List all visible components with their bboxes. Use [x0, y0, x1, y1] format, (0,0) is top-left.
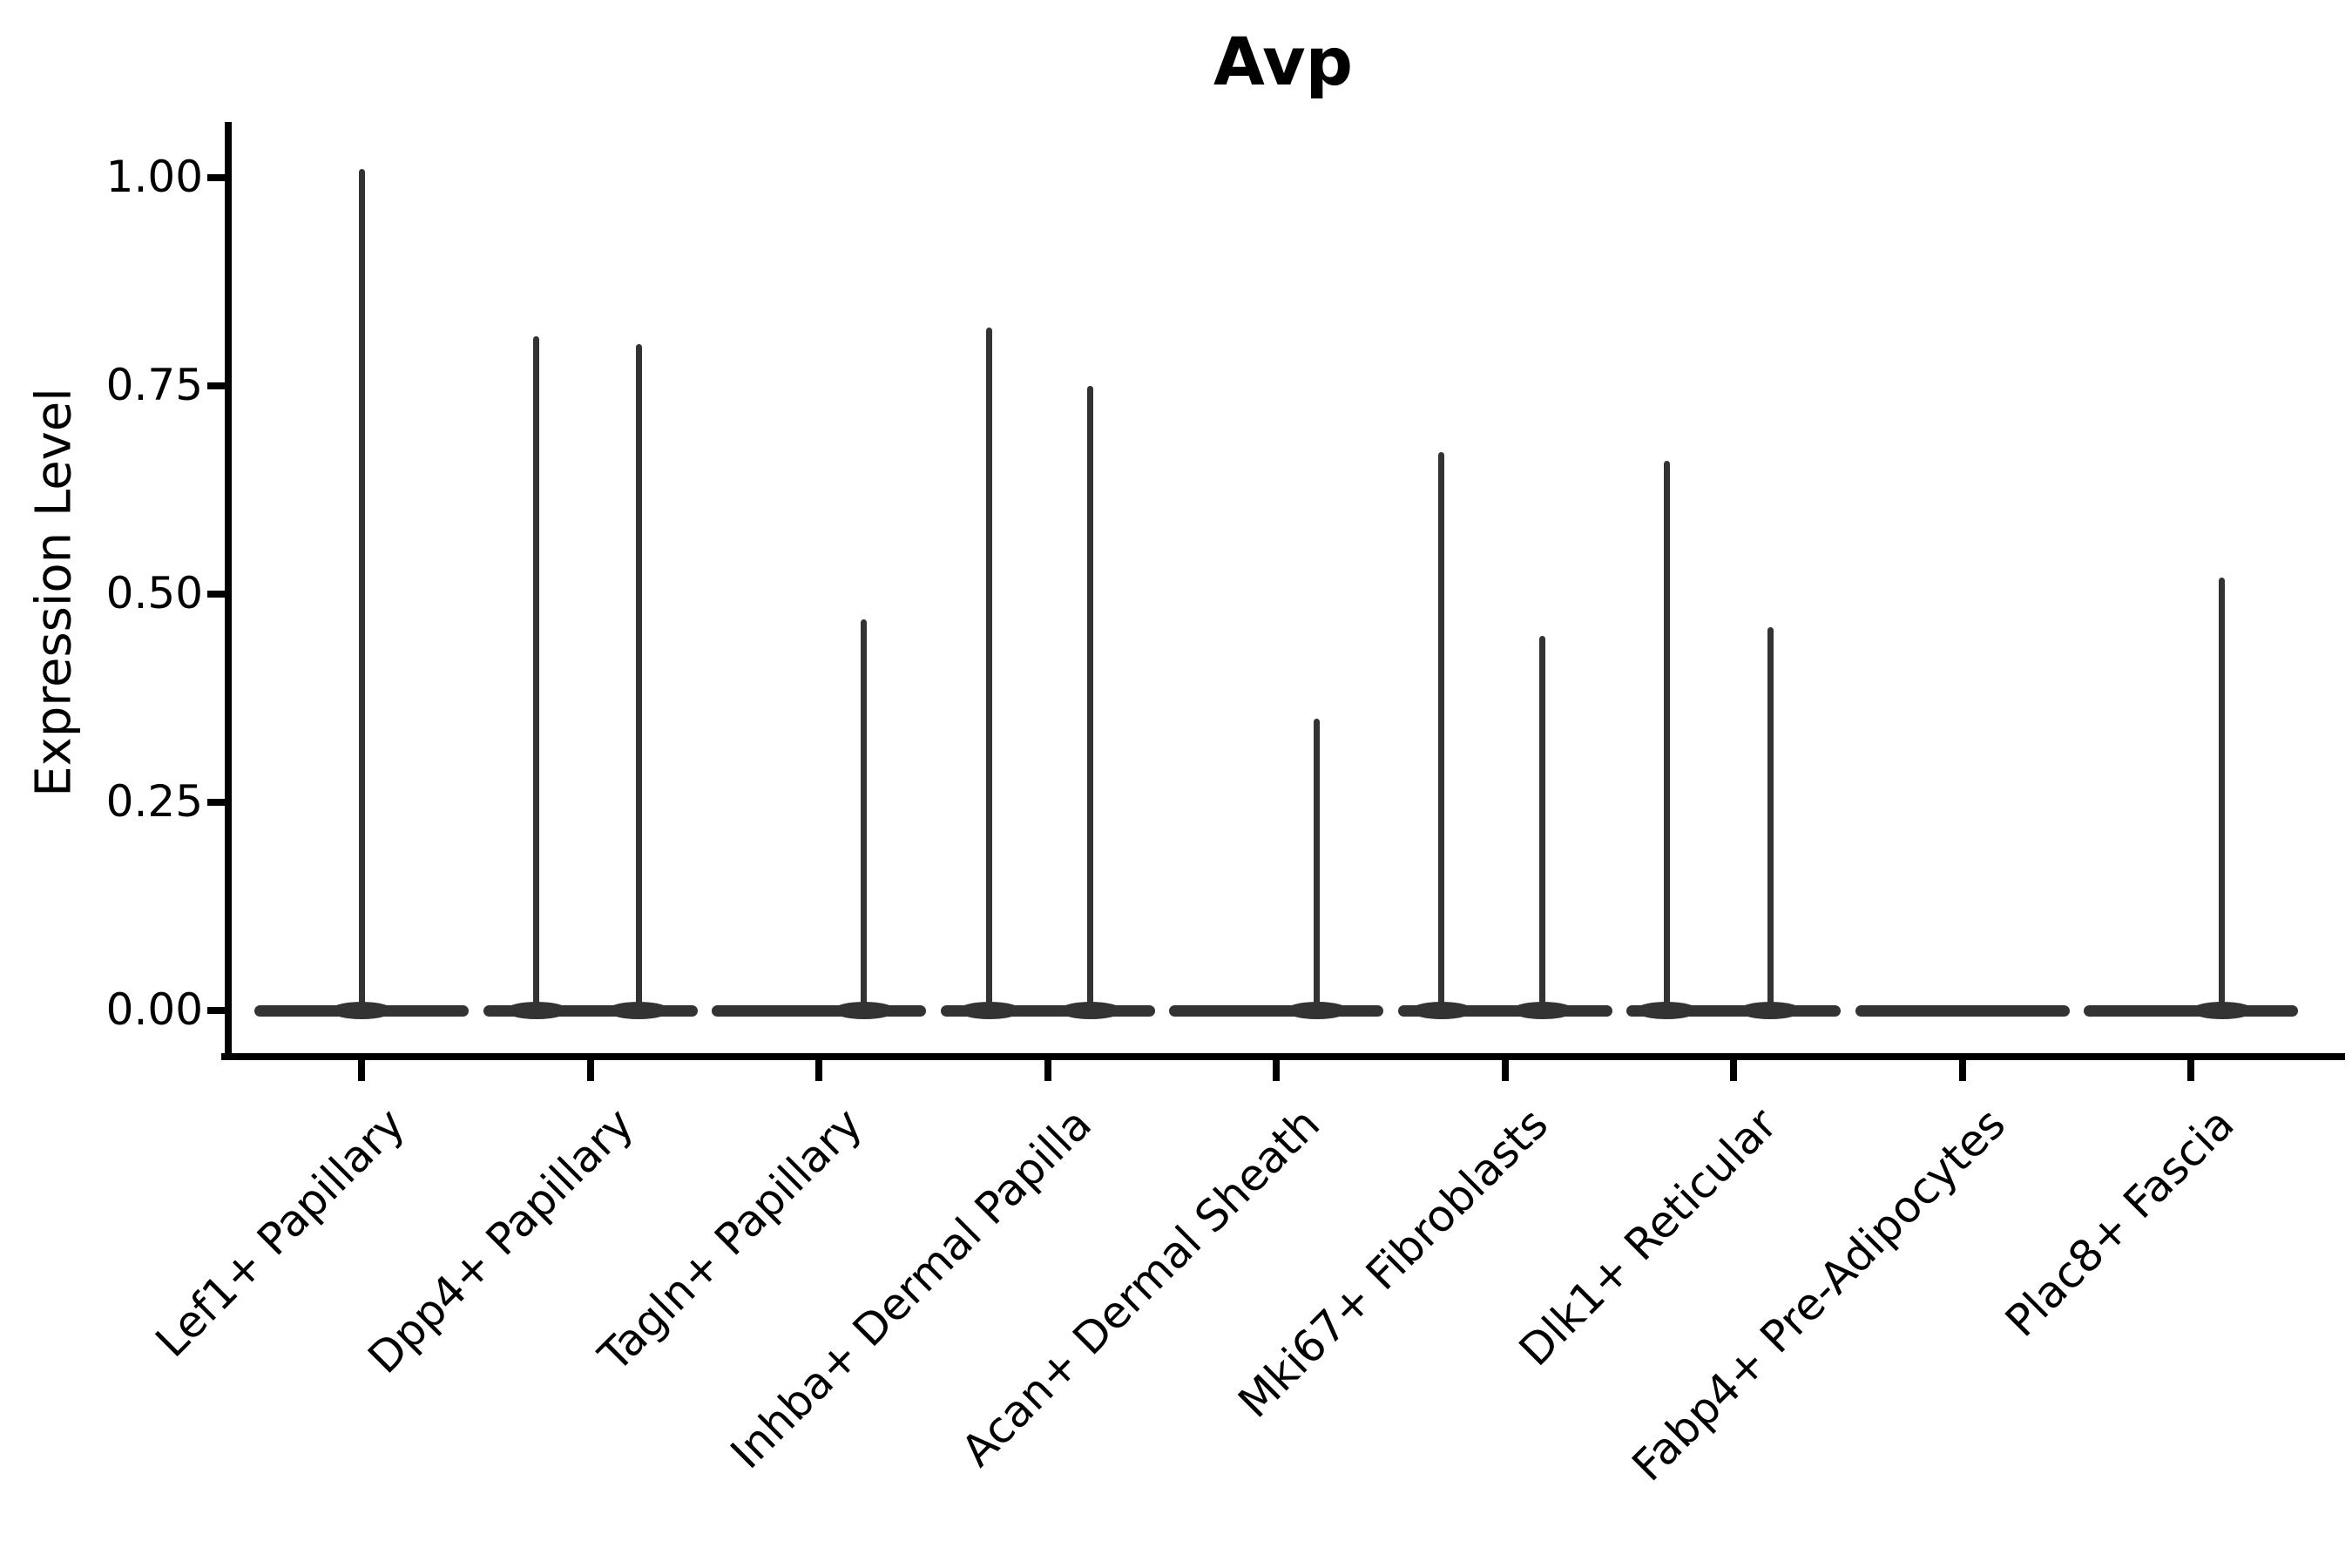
- y-tick-mark: [207, 799, 225, 806]
- violin-spike: [1314, 719, 1321, 1010]
- violin-spike-base: [1285, 1002, 1348, 1019]
- violin-spike-base: [1635, 1002, 1699, 1019]
- x-tick-mark: [358, 1060, 365, 1081]
- x-axis-spine: [221, 1053, 2345, 1060]
- violin-spike-base: [957, 1002, 1021, 1019]
- violin-spike: [533, 335, 540, 1010]
- violin-spike: [1438, 452, 1445, 1010]
- y-tick-label: 1.00: [105, 151, 203, 202]
- y-tick-mark: [207, 382, 225, 389]
- x-tick-mark: [1273, 1060, 1280, 1081]
- chart-title: Avp: [1213, 23, 1354, 100]
- violin-spike-base: [330, 1002, 393, 1019]
- x-tick-mark: [2187, 1060, 2194, 1081]
- violin-spike: [1767, 627, 1774, 1010]
- y-axis-label: Expression Level: [25, 388, 83, 797]
- x-tick-mark: [586, 1060, 594, 1081]
- violin-spike-base: [1511, 1002, 1574, 1019]
- x-tick-mark: [1958, 1060, 1966, 1081]
- x-tick-mark: [1501, 1060, 1509, 1081]
- violin-spike: [1087, 386, 1094, 1010]
- x-tick-label: Plac8+ Fascia: [1996, 1098, 2245, 1347]
- violin-spike-base: [1058, 1002, 1122, 1019]
- violin-spike: [861, 618, 868, 1010]
- violin-spike: [2219, 577, 2226, 1010]
- violin-body: [1169, 1004, 1383, 1017]
- violin-spike: [635, 344, 642, 1010]
- violin-spike-base: [1409, 1002, 1473, 1019]
- y-tick-label: 0.25: [105, 775, 203, 827]
- y-tick-label: 0.00: [105, 983, 203, 1035]
- y-tick-mark: [207, 591, 225, 598]
- x-tick-label: Lef1+ Papillary: [145, 1098, 416, 1368]
- violin-body: [1855, 1004, 2070, 1017]
- x-tick-mark: [815, 1060, 822, 1081]
- violin-spike: [358, 169, 365, 1010]
- x-tick-label: Fabp4+ Pre-Adipocytes: [1623, 1098, 2016, 1491]
- violin-spike-base: [504, 1002, 568, 1019]
- y-tick-label: 0.75: [105, 359, 203, 410]
- violin-spike: [1539, 635, 1546, 1010]
- x-tick-mark: [1044, 1060, 1051, 1081]
- x-tick-mark: [1730, 1060, 1737, 1081]
- violin-spike-base: [2190, 1002, 2254, 1019]
- violin-spike-base: [1739, 1002, 1801, 1019]
- y-tick-label: 0.50: [105, 567, 203, 618]
- y-tick-mark: [207, 1007, 225, 1014]
- y-axis-spine: [225, 122, 232, 1060]
- violin-spike: [1663, 461, 1670, 1010]
- violin-spike-base: [832, 1002, 896, 1019]
- violin-spike: [986, 328, 993, 1010]
- y-tick-mark: [207, 174, 225, 181]
- violin-spike-base: [607, 1002, 671, 1019]
